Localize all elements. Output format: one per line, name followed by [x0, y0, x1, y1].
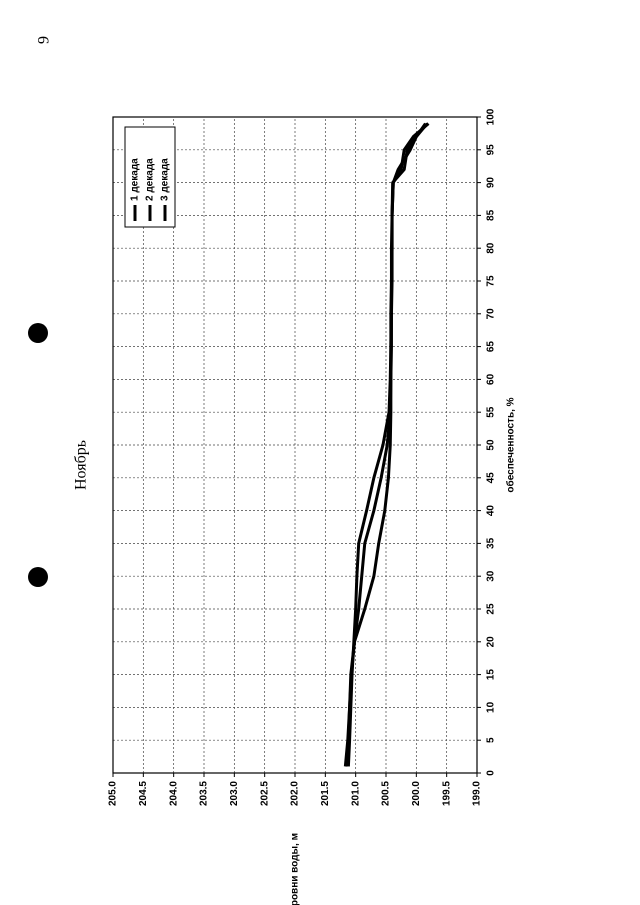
- y-tick-label: 205.0: [108, 781, 119, 806]
- x-tick-label: 70: [486, 308, 497, 320]
- x-tick-label: 50: [486, 439, 497, 451]
- x-tick-label: 35: [486, 537, 497, 549]
- data-line: [346, 122, 430, 767]
- y-tick-label: 201.0: [350, 781, 361, 806]
- legend-box: [124, 126, 176, 228]
- legend-label: 2 декада: [145, 158, 156, 201]
- y-tick-label: 201.5: [320, 781, 331, 806]
- y-tick-label: 204.0: [168, 781, 179, 806]
- x-tick-label: 95: [486, 144, 497, 156]
- y-tick-label: 199.5: [441, 781, 452, 806]
- x-tick-label: 45: [486, 472, 497, 484]
- x-tick-label: 90: [486, 177, 497, 189]
- x-tick-label: 100: [486, 108, 497, 125]
- y-tick-label: 204.5: [138, 781, 149, 806]
- x-tick-label: 25: [486, 603, 497, 615]
- page-title: Ноябрь: [73, 440, 90, 490]
- chart: 199.0 199.5 200.0 200.5 201.0 201.5 202.0 202.5…: [108, 108, 517, 905]
- plot-border: [112, 116, 478, 774]
- x-tick-label: 75: [486, 275, 497, 287]
- x-tick-label: 40: [486, 505, 497, 517]
- y-tick-label: 200.0: [411, 781, 422, 806]
- y-tick-label: 200.5: [381, 781, 392, 806]
- legend-label: 3 декада: [160, 158, 171, 201]
- x-tick-label: 30: [486, 570, 497, 582]
- punch-hole: [28, 323, 48, 343]
- y-tick-label: 199.0: [472, 781, 483, 806]
- punch-hole: [28, 567, 48, 587]
- x-tick-label: 0: [486, 770, 497, 776]
- x-axis-title: обеспеченность, %: [505, 397, 517, 492]
- x-tick-label: 10: [486, 701, 497, 713]
- legend-label: 1 декада: [130, 158, 141, 201]
- x-tick-label: 80: [486, 242, 497, 254]
- x-tick-label: 85: [486, 209, 497, 221]
- x-tick-label: 5: [486, 737, 497, 743]
- y-axis-title: уровни воды, м: [290, 833, 301, 905]
- x-tick-label: 55: [486, 406, 497, 418]
- page-number: 9: [36, 36, 53, 44]
- x-tick-label: 60: [486, 373, 497, 385]
- y-tick-label: 203.0: [229, 781, 240, 806]
- y-tick-label: 203.5: [199, 781, 210, 806]
- x-tick-label: 20: [486, 636, 497, 648]
- x-tick-label: 65: [486, 341, 497, 353]
- y-tick-label: 202.0: [290, 781, 301, 806]
- x-tick-label: 15: [486, 669, 497, 681]
- y-tick-label: 202.5: [259, 781, 270, 806]
